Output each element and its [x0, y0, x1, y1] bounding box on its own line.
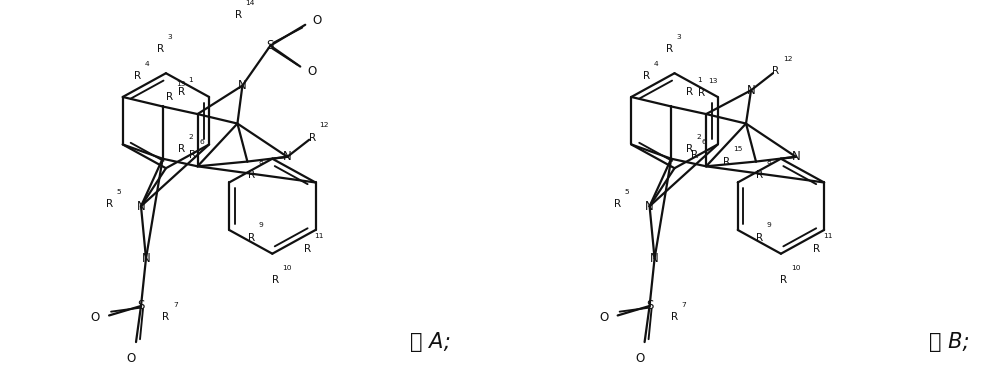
- Text: O: O: [91, 311, 100, 324]
- Text: 9: 9: [767, 222, 771, 228]
- Text: 7: 7: [681, 302, 686, 308]
- Text: R: R: [189, 150, 196, 160]
- Text: R: R: [756, 170, 763, 180]
- Text: 12: 12: [319, 122, 329, 128]
- Text: O: O: [599, 311, 608, 324]
- Text: 10: 10: [791, 265, 800, 271]
- Text: R: R: [166, 92, 173, 102]
- Text: R: R: [272, 275, 279, 285]
- Text: R: R: [178, 87, 185, 97]
- Text: R: R: [686, 87, 693, 97]
- Text: R: R: [178, 144, 185, 154]
- Text: S: S: [267, 39, 274, 52]
- Text: N: N: [791, 150, 800, 163]
- Text: S: S: [646, 299, 653, 312]
- Text: R: R: [134, 71, 141, 81]
- Text: R: R: [666, 44, 673, 54]
- Text: O: O: [635, 352, 644, 365]
- Text: N: N: [238, 79, 247, 92]
- Text: N: N: [650, 252, 659, 265]
- Text: 4: 4: [145, 61, 149, 66]
- Text: 11: 11: [315, 233, 324, 239]
- Text: O: O: [313, 14, 322, 26]
- Text: R: R: [157, 44, 165, 54]
- Text: R: R: [813, 244, 820, 254]
- Text: N: N: [137, 200, 145, 213]
- Text: R: R: [614, 199, 621, 209]
- Text: R: R: [643, 71, 650, 81]
- Text: 15: 15: [733, 146, 742, 152]
- Text: S: S: [137, 299, 145, 312]
- Text: 14: 14: [245, 0, 255, 6]
- Text: R: R: [723, 157, 730, 167]
- Text: N: N: [142, 252, 150, 265]
- Text: R: R: [235, 10, 242, 20]
- Text: 5: 5: [625, 189, 629, 195]
- Text: 11: 11: [823, 233, 833, 239]
- Text: 3: 3: [168, 34, 173, 40]
- Text: R: R: [698, 88, 705, 98]
- Text: N: N: [645, 200, 654, 213]
- Text: R: R: [780, 275, 787, 285]
- Text: 7: 7: [173, 302, 178, 308]
- Text: 1: 1: [188, 77, 193, 83]
- Text: 6: 6: [701, 139, 706, 145]
- Text: 3: 3: [677, 34, 681, 40]
- Text: 13: 13: [177, 81, 186, 87]
- Text: 4: 4: [653, 61, 658, 66]
- Text: O: O: [126, 352, 136, 365]
- Text: 5: 5: [116, 189, 121, 195]
- Text: 13: 13: [708, 78, 717, 84]
- Text: 式 A;: 式 A;: [410, 331, 451, 352]
- Text: 8: 8: [767, 159, 771, 166]
- Text: N: N: [283, 150, 292, 163]
- Text: R: R: [772, 66, 779, 76]
- Text: 9: 9: [258, 222, 263, 228]
- Text: R: R: [248, 170, 255, 180]
- Text: 10: 10: [282, 265, 292, 271]
- Text: 8: 8: [258, 159, 263, 166]
- Text: R: R: [248, 233, 255, 243]
- Text: 2: 2: [188, 134, 193, 140]
- Text: R: R: [162, 312, 169, 322]
- Text: R: R: [686, 144, 693, 154]
- Text: R: R: [309, 133, 316, 143]
- Text: R: R: [106, 199, 113, 209]
- Text: R: R: [691, 150, 698, 160]
- Text: N: N: [747, 84, 755, 97]
- Text: R: R: [304, 244, 311, 254]
- Text: O: O: [308, 65, 317, 78]
- Text: 6: 6: [200, 139, 204, 145]
- Text: 12: 12: [783, 56, 792, 62]
- Text: R: R: [756, 233, 763, 243]
- Text: 2: 2: [697, 134, 702, 140]
- Text: 1: 1: [697, 77, 702, 83]
- Text: R: R: [671, 312, 678, 322]
- Text: 式 B;: 式 B;: [929, 331, 969, 352]
